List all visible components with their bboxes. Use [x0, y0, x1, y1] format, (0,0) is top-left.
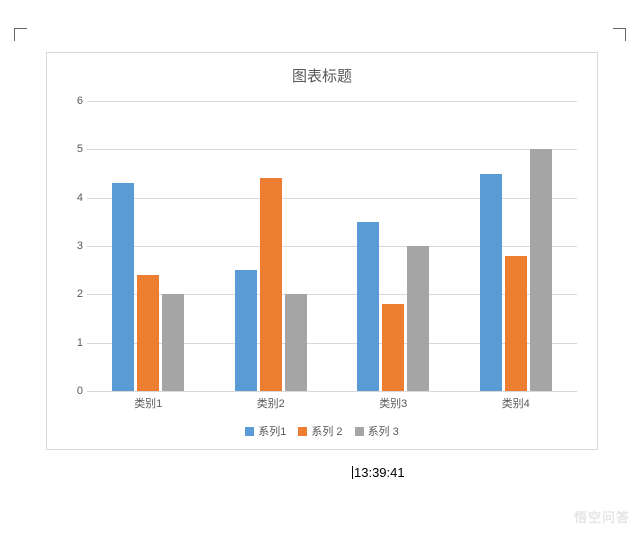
legend-swatch — [355, 427, 364, 436]
y-axis-label: 0 — [65, 385, 83, 397]
bar — [137, 275, 159, 391]
bar-group: 类别3 — [332, 101, 455, 391]
bar — [382, 304, 404, 391]
bar — [235, 270, 257, 391]
legend-label: 系列 3 — [368, 423, 399, 439]
bar — [260, 178, 282, 391]
y-axis-label: 5 — [65, 143, 83, 155]
bar — [112, 183, 134, 391]
legend: 系列1 系列 2 系列 3 — [47, 423, 597, 439]
bar — [285, 294, 307, 391]
legend-label: 系列1 — [258, 423, 286, 439]
bar-group: 类别4 — [455, 101, 578, 391]
legend-label: 系列 2 — [311, 423, 342, 439]
y-axis-label: 2 — [65, 288, 83, 300]
watermark-text: 悟空问答 — [574, 507, 630, 526]
bars-row: 类别1类别2类别3类别4 — [87, 101, 577, 391]
x-axis-label: 类别2 — [210, 395, 333, 411]
legend-swatch — [245, 427, 254, 436]
x-axis-label: 类别4 — [455, 395, 578, 411]
bar — [407, 246, 429, 391]
chart-container: 图表标题 0123456类别1类别2类别3类别4 系列1系列 2系列 3 — [46, 52, 598, 450]
x-axis-label: 类别3 — [332, 395, 455, 411]
bar — [162, 294, 184, 391]
legend-item: 系列 3 — [355, 423, 399, 439]
crop-mark-top-left — [14, 28, 27, 41]
bar — [505, 256, 527, 391]
timestamp-text: 13:39:41 — [352, 466, 405, 479]
gridline — [87, 391, 577, 392]
y-axis-label: 4 — [65, 192, 83, 204]
bar — [480, 174, 502, 392]
x-axis-label: 类别1 — [87, 395, 210, 411]
y-axis-label: 3 — [65, 240, 83, 252]
bar — [530, 149, 552, 391]
crop-mark-top-right — [613, 28, 626, 41]
legend-item: 系列 2 — [298, 423, 342, 439]
bar-group: 类别2 — [210, 101, 333, 391]
chart-title: 图表标题 — [47, 65, 597, 86]
legend-swatch — [298, 427, 307, 436]
y-axis-label: 1 — [65, 337, 83, 349]
bar-group: 类别1 — [87, 101, 210, 391]
y-axis-label: 6 — [65, 95, 83, 107]
legend-item: 系列1 — [245, 423, 286, 439]
plot-area: 0123456类别1类别2类别3类别4 — [87, 101, 577, 391]
bar — [357, 222, 379, 391]
